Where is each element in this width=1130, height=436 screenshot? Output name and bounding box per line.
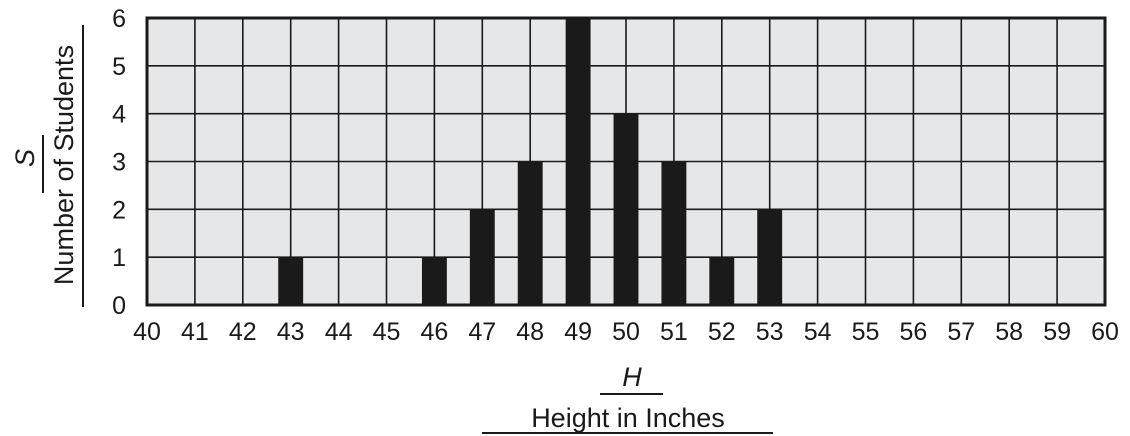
y-tick-label: 0 <box>112 292 126 320</box>
x-tick-label: 46 <box>420 318 448 346</box>
x-tick-label: 60 <box>1091 318 1119 346</box>
y-tick-label: 4 <box>112 101 126 129</box>
y-axis-variable: S <box>10 149 40 167</box>
x-tick-label: 42 <box>229 318 257 346</box>
bar-43 <box>278 257 304 305</box>
plot-frame <box>145 16 1107 307</box>
x-tick-label: 56 <box>899 318 927 346</box>
bar-46 <box>421 257 447 305</box>
y-axis-label: Number of Students <box>49 45 79 285</box>
x-tick-label: 55 <box>852 318 880 346</box>
x-tick-label: 53 <box>756 318 784 346</box>
x-tick-labels: 40 41 42 43 44 45 46 47 48 49 50 51 52 53 54 55 56 57 58 59… <box>133 318 1119 346</box>
x-tick-label: 41 <box>181 318 209 346</box>
y-tick-label: 1 <box>112 244 126 272</box>
bar-48 <box>517 161 543 305</box>
x-tick-label: 48 <box>516 318 544 346</box>
x-tick-label: 57 <box>947 318 975 346</box>
x-tick-label: 51 <box>660 318 688 346</box>
bar-series <box>278 18 783 306</box>
x-axis-label: Height in Inches <box>531 403 725 433</box>
x-tick-label: 52 <box>708 318 736 346</box>
bar-53 <box>757 209 783 305</box>
x-tick-label: 59 <box>1043 318 1071 346</box>
x-tick-label: 47 <box>468 318 496 346</box>
x-tick-label: 40 <box>133 318 161 346</box>
bar-47 <box>469 209 495 305</box>
x-tick-label: 54 <box>804 318 832 346</box>
y-tick-label: 6 <box>112 5 126 33</box>
bar-51 <box>661 161 687 305</box>
x-tick-label: 50 <box>612 318 640 346</box>
y-tick-label: 3 <box>112 149 126 177</box>
x-tick-label: 44 <box>325 318 353 346</box>
y-tick-label: 2 <box>112 196 126 224</box>
x-tick-label: 45 <box>373 318 401 346</box>
x-tick-label: 49 <box>564 318 592 346</box>
y-tick-label: 5 <box>112 53 126 81</box>
x-tick-label: 58 <box>995 318 1023 346</box>
bar-52 <box>709 257 735 305</box>
x-axis-variable: H <box>622 362 642 392</box>
bar-50 <box>613 113 639 306</box>
bar-49 <box>565 18 591 305</box>
y-tick-labels: 0 1 2 3 4 5 6 <box>112 5 126 320</box>
x-tick-label: 43 <box>277 318 305 346</box>
